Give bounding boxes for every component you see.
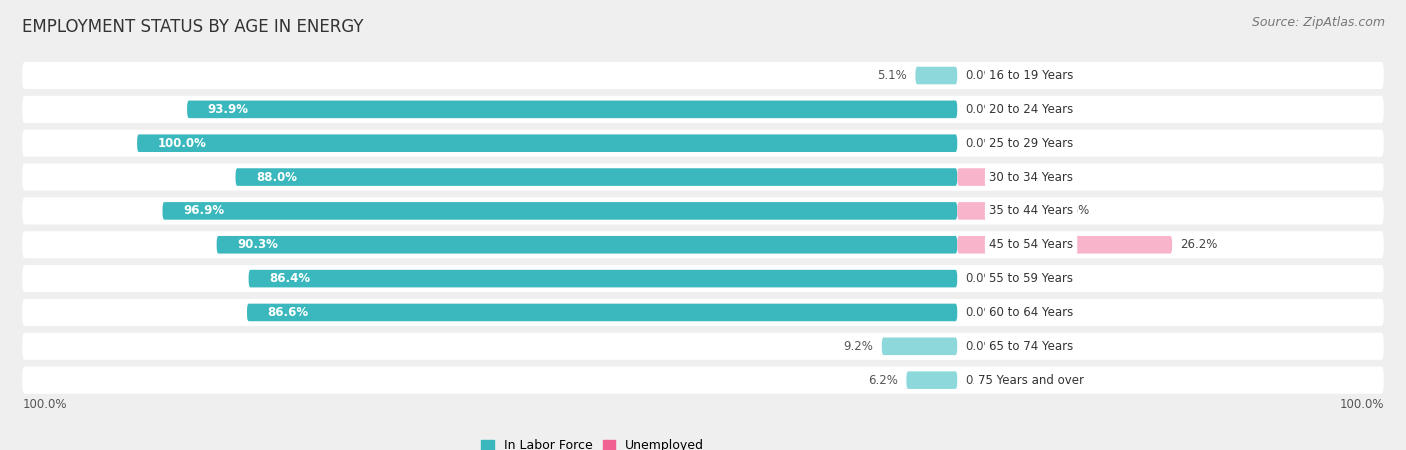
Text: 0.0%: 0.0% [966,69,995,82]
FancyBboxPatch shape [247,304,957,321]
FancyBboxPatch shape [22,163,1384,191]
Text: 100.0%: 100.0% [22,398,66,411]
Text: 65 to 74 Years: 65 to 74 Years [988,340,1073,353]
Text: 0.0%: 0.0% [966,137,995,150]
FancyBboxPatch shape [138,135,957,152]
FancyBboxPatch shape [957,202,1045,220]
FancyBboxPatch shape [249,270,957,288]
FancyBboxPatch shape [22,96,1384,123]
Text: 5.1%: 5.1% [877,69,907,82]
Text: 0.0%: 0.0% [966,374,995,387]
Text: 55 to 59 Years: 55 to 59 Years [988,272,1073,285]
Text: Source: ZipAtlas.com: Source: ZipAtlas.com [1251,16,1385,29]
FancyBboxPatch shape [957,168,1007,186]
Text: EMPLOYMENT STATUS BY AGE IN ENERGY: EMPLOYMENT STATUS BY AGE IN ENERGY [22,18,364,36]
FancyBboxPatch shape [22,333,1384,360]
Text: 88.0%: 88.0% [256,171,297,184]
Text: 45 to 54 Years: 45 to 54 Years [988,238,1073,251]
FancyBboxPatch shape [22,299,1384,326]
Text: 0.0%: 0.0% [966,340,995,353]
Text: 60 to 64 Years: 60 to 64 Years [988,306,1073,319]
FancyBboxPatch shape [907,371,957,389]
Text: 20 to 24 Years: 20 to 24 Years [988,103,1073,116]
Text: 86.6%: 86.6% [267,306,308,319]
Text: 96.9%: 96.9% [183,204,224,217]
FancyBboxPatch shape [187,100,957,118]
Text: 0.0%: 0.0% [966,306,995,319]
Text: 0.0%: 0.0% [966,272,995,285]
FancyBboxPatch shape [22,130,1384,157]
Text: 6.1%: 6.1% [1015,171,1045,184]
Text: 90.3%: 90.3% [238,238,278,251]
Text: 100.0%: 100.0% [157,137,207,150]
Text: 100.0%: 100.0% [1340,398,1384,411]
Text: 35 to 44 Years: 35 to 44 Years [988,204,1073,217]
Text: 25 to 29 Years: 25 to 29 Years [988,137,1073,150]
FancyBboxPatch shape [22,62,1384,89]
Text: 6.2%: 6.2% [869,374,898,387]
Text: 93.9%: 93.9% [208,103,249,116]
Text: 30 to 34 Years: 30 to 34 Years [988,171,1073,184]
FancyBboxPatch shape [217,236,957,253]
FancyBboxPatch shape [882,338,957,355]
FancyBboxPatch shape [915,67,957,84]
FancyBboxPatch shape [163,202,957,220]
Text: 9.2%: 9.2% [844,340,873,353]
FancyBboxPatch shape [22,231,1384,258]
Text: 10.6%: 10.6% [1052,204,1090,217]
Text: 16 to 19 Years: 16 to 19 Years [988,69,1073,82]
FancyBboxPatch shape [236,168,957,186]
FancyBboxPatch shape [22,265,1384,292]
Text: 26.2%: 26.2% [1181,238,1218,251]
FancyBboxPatch shape [22,198,1384,225]
Text: 86.4%: 86.4% [269,272,311,285]
Text: 75 Years and over: 75 Years and over [979,374,1084,387]
FancyBboxPatch shape [22,367,1384,394]
Legend: In Labor Force, Unemployed: In Labor Force, Unemployed [477,435,709,450]
Text: 0.0%: 0.0% [966,103,995,116]
FancyBboxPatch shape [957,236,1173,253]
